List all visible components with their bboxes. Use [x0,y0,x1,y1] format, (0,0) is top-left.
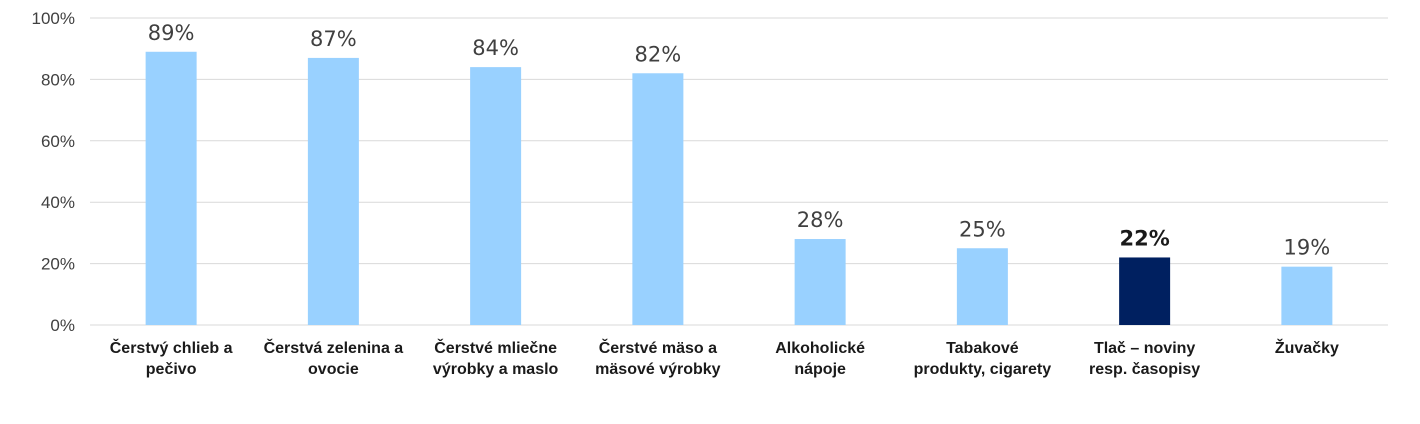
category-labels: Čerstvý chlieb a pečivo Čerstvá zelenina a… [110,338,1339,378]
category-label: Tlač – noviny resp. časopisy [1089,340,1200,378]
bar [307,57,359,325]
bar [956,248,1008,325]
category-label: Alkoholické nápoje [775,340,865,378]
data-label: 89% [148,21,195,45]
category-label: Tabakové produkty, cigarety [914,340,1052,378]
data-label: 82% [635,42,682,66]
category-label: Čerstvý chlieb a pečivo [110,338,233,378]
y-tick-label: 0% [50,316,75,335]
y-tick-label: 80% [41,70,75,89]
data-label: 84% [472,36,519,60]
data-label: 25% [959,217,1006,241]
gridlines [90,17,1388,326]
data-labels: 89% 87% 84% 82% 28% 25% 22% 19% [148,21,1330,260]
y-tick-label: 60% [41,132,75,151]
bar [145,51,197,326]
category-label: Čerstvé mäso a mäsové výrobky [595,338,721,378]
bar [470,67,522,326]
bar [632,73,684,325]
category-label: Čerstvá zelenina a ovocie [264,338,404,378]
bar [1119,257,1171,325]
bar [1281,266,1333,325]
category-label: Čerstvé mliečne výrobky a maslo [433,338,559,378]
data-label: 87% [310,27,357,51]
data-label: 22% [1119,226,1169,250]
bar [794,239,846,325]
y-tick-label: 100% [32,9,75,28]
category-label: Žuvačky [1275,338,1339,357]
data-label: 28% [797,208,844,232]
bars [145,51,1333,326]
y-tick-label: 20% [41,255,75,274]
data-label: 19% [1284,236,1331,260]
y-axis-ticks: 0% 20% 40% 60% 80% 100% [32,9,75,335]
y-tick-label: 40% [41,193,75,212]
